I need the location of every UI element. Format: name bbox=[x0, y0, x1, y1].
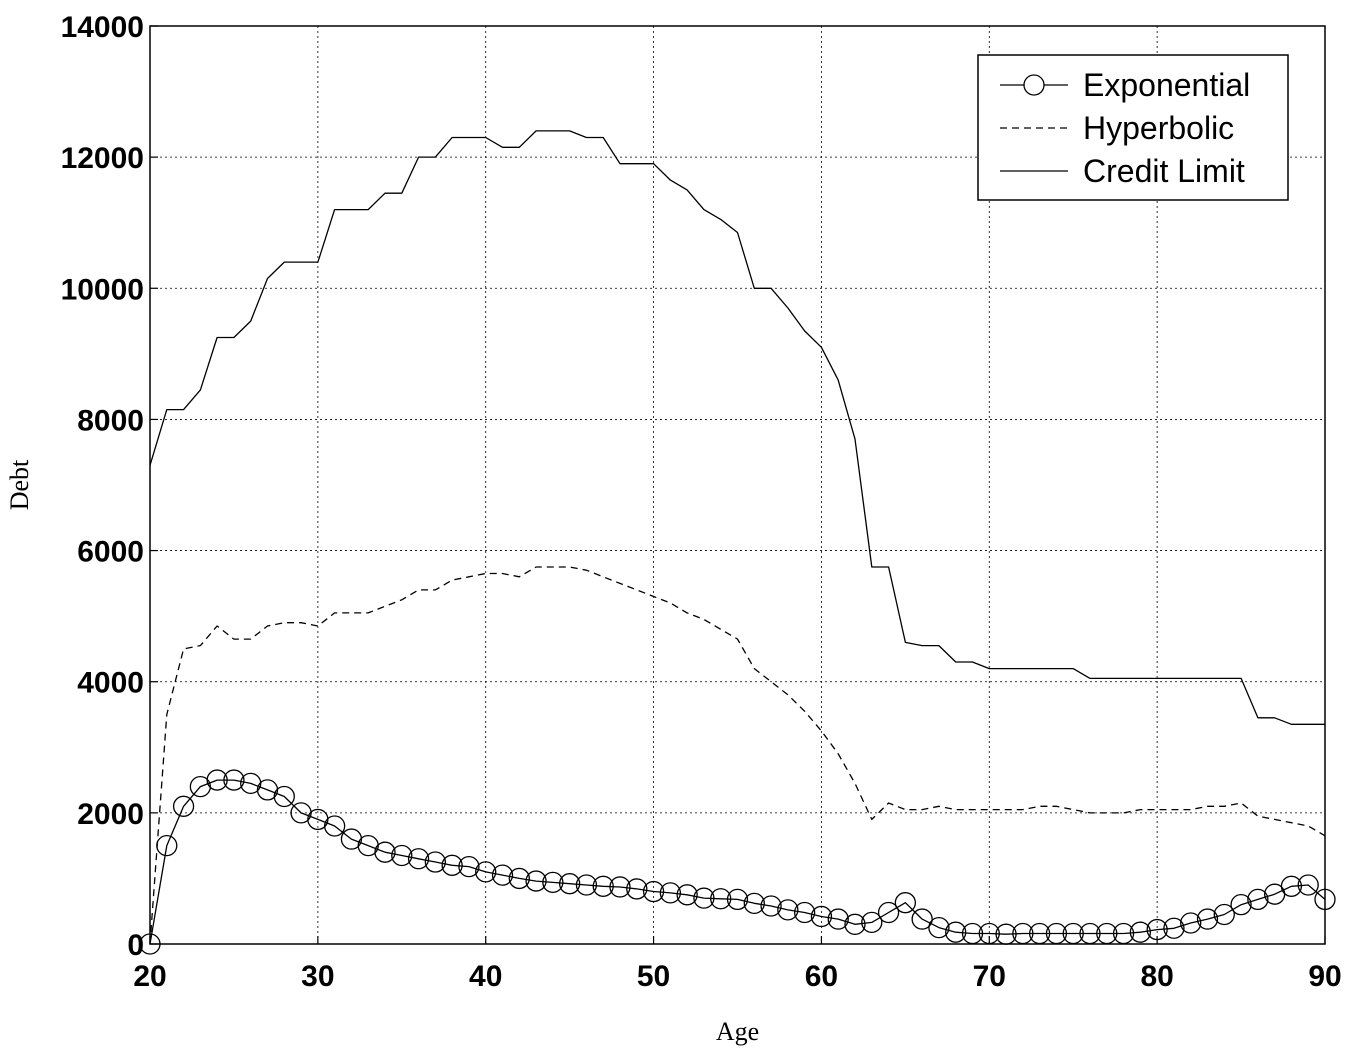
data-point-exponential bbox=[760, 895, 782, 917]
y-tick-label: 0 bbox=[127, 929, 144, 962]
data-point-exponential bbox=[1280, 875, 1303, 897]
data-point-exponential bbox=[1163, 917, 1185, 939]
data-point-exponential bbox=[391, 844, 413, 867]
data-point-exponential bbox=[777, 899, 799, 921]
series-line-credit-limit bbox=[149, 130, 1325, 725]
data-point-exponential bbox=[995, 923, 1017, 945]
data-point-exponential bbox=[424, 851, 447, 873]
x-tick-label: 70 bbox=[973, 960, 1006, 993]
data-point-exponential bbox=[525, 870, 547, 892]
legend-marker-exponential bbox=[1023, 74, 1045, 96]
y-tick-label: 12000 bbox=[61, 142, 144, 175]
data-point-exponential bbox=[1028, 922, 1051, 945]
x-tick-label: 40 bbox=[469, 960, 502, 993]
x-tick-label: 60 bbox=[805, 960, 838, 993]
data-point-exponential bbox=[407, 848, 430, 870]
data-point-exponential bbox=[1129, 921, 1152, 943]
data-point-exponential bbox=[861, 911, 883, 934]
data-point-exponential bbox=[1079, 922, 1101, 945]
data-point-exponential bbox=[877, 901, 900, 924]
data-point-exponential bbox=[1247, 888, 1269, 911]
data-point-exponential bbox=[273, 785, 295, 808]
data-point-exponential bbox=[374, 841, 396, 863]
data-point-exponential bbox=[1230, 894, 1252, 916]
legend-label-exponential: Exponential bbox=[1083, 67, 1250, 103]
data-point-exponential bbox=[827, 908, 849, 930]
y-tick-label: 8000 bbox=[77, 404, 144, 437]
legend-label-credit-limit: Credit Limit bbox=[1083, 153, 1245, 189]
data-point-exponential bbox=[793, 901, 816, 924]
data-point-exponential bbox=[1012, 922, 1034, 945]
data-point-exponential bbox=[710, 888, 732, 910]
x-tick-label: 30 bbox=[301, 960, 334, 993]
data-point-exponential bbox=[323, 815, 346, 837]
data-point-exponential bbox=[626, 878, 648, 900]
legend: Exponential Hyperbolic Credit Limit bbox=[977, 54, 1289, 201]
axis-ticks: 20 30 40 50 60 70 80 90 0 2000 4000 6000 8000 10000 12… bbox=[61, 11, 1342, 993]
data-point-exponential bbox=[1112, 922, 1135, 945]
legend-label-hyperbolic: Hyperbolic bbox=[1083, 110, 1234, 146]
data-point-exponential bbox=[676, 884, 698, 906]
data-point-exponential bbox=[458, 855, 480, 878]
data-point-exponential bbox=[1213, 903, 1235, 926]
plot-frame bbox=[149, 25, 1326, 945]
y-axis-label: Debt bbox=[5, 459, 34, 510]
data-point-exponential bbox=[945, 921, 967, 943]
data-point-exponential bbox=[139, 933, 161, 955]
data-point-exponential bbox=[1196, 908, 1219, 930]
data-point-exponential bbox=[978, 922, 1000, 945]
data-point-exponential bbox=[844, 913, 866, 935]
data-point-exponential bbox=[1314, 888, 1336, 911]
y-tick-label: 2000 bbox=[77, 798, 144, 831]
data-point-exponential bbox=[894, 892, 917, 914]
data-point-exponential bbox=[441, 854, 463, 876]
data-point-exponential bbox=[542, 871, 564, 894]
x-tick-label: 90 bbox=[1308, 960, 1341, 993]
y-tick-label: 14000 bbox=[61, 11, 144, 44]
data-point-exponential bbox=[609, 876, 631, 898]
data-point-exponential bbox=[1096, 922, 1118, 945]
data-point-exponential bbox=[491, 864, 514, 886]
data-point-exponential bbox=[592, 875, 614, 897]
data-point-exponential bbox=[223, 769, 245, 791]
grid bbox=[150, 26, 1325, 944]
data-point-exponential bbox=[1180, 912, 1202, 934]
data-point-exponential bbox=[575, 874, 598, 896]
data-point-exponential bbox=[1146, 918, 1168, 941]
series-layer bbox=[139, 130, 1336, 955]
data-point-exponential bbox=[911, 908, 933, 930]
data-point-exponential bbox=[642, 880, 665, 903]
data-point-exponential bbox=[1045, 922, 1068, 945]
data-point-exponential bbox=[693, 887, 715, 909]
data-point-exponential bbox=[558, 873, 581, 895]
x-tick-label: 50 bbox=[637, 960, 670, 993]
series-line-hyperbolic bbox=[149, 566, 1326, 945]
series-line-exponential bbox=[149, 779, 1326, 945]
data-point-exponential bbox=[206, 769, 228, 791]
data-point-exponential bbox=[810, 905, 833, 928]
data-point-exponential bbox=[743, 892, 765, 914]
data-point-exponential bbox=[508, 867, 530, 890]
x-axis-label: Age bbox=[716, 1017, 759, 1046]
y-tick-label: 4000 bbox=[77, 667, 144, 700]
x-tick-label: 20 bbox=[133, 960, 166, 993]
data-point-exponential bbox=[475, 861, 497, 883]
data-point-exponential bbox=[659, 882, 682, 904]
x-tick-label: 80 bbox=[1140, 960, 1173, 993]
data-point-exponential bbox=[172, 795, 195, 817]
data-point-exponential bbox=[1297, 874, 1319, 896]
data-point-exponential bbox=[726, 888, 749, 911]
data-point-exponential bbox=[961, 922, 984, 945]
data-point-exponential bbox=[1062, 922, 1084, 945]
data-point-exponential bbox=[928, 916, 950, 939]
y-tick-label: 10000 bbox=[61, 273, 144, 306]
y-tick-label: 6000 bbox=[77, 536, 144, 569]
